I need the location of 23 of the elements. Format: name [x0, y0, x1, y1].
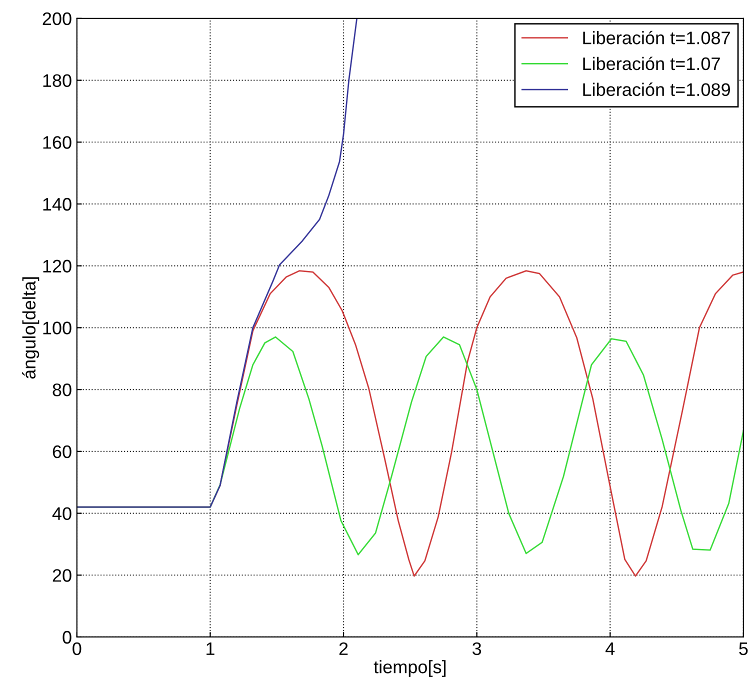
x-tick-label: 2	[339, 642, 348, 655]
x-tick-label: 3	[472, 642, 482, 656]
y-tick-label: 140	[43, 198, 72, 211]
x-axis-title: tiempo[s]	[374, 660, 446, 677]
y-tick-label: 0	[62, 630, 72, 644]
y-tick-label: 80	[52, 383, 72, 396]
y-tick-label: 100	[43, 322, 72, 334]
y-tick-label: 120	[43, 260, 72, 273]
line-series	[76, 18, 358, 508]
x-tick-label: 4	[606, 642, 615, 655]
y-tick-label: 20	[52, 569, 72, 582]
y-tick-label: 180	[43, 74, 72, 87]
y-tick-label: 60	[52, 445, 72, 458]
y-tick-label: 200	[42, 12, 72, 26]
x-tick-label: 1	[206, 642, 214, 655]
y-tick-label: 160	[43, 136, 72, 149]
y-tick-label: 40	[52, 507, 72, 520]
legend-label: Liberación t=1.087	[583, 30, 730, 44]
legend-label: Liberación t=1.07	[583, 56, 720, 70]
x-tick-label: 0	[72, 642, 82, 656]
x-tick-label: 5	[739, 642, 748, 656]
legend-label: Liberación t=1.089	[583, 82, 730, 96]
y-axis-title: ángulo[delta]	[22, 277, 40, 379]
